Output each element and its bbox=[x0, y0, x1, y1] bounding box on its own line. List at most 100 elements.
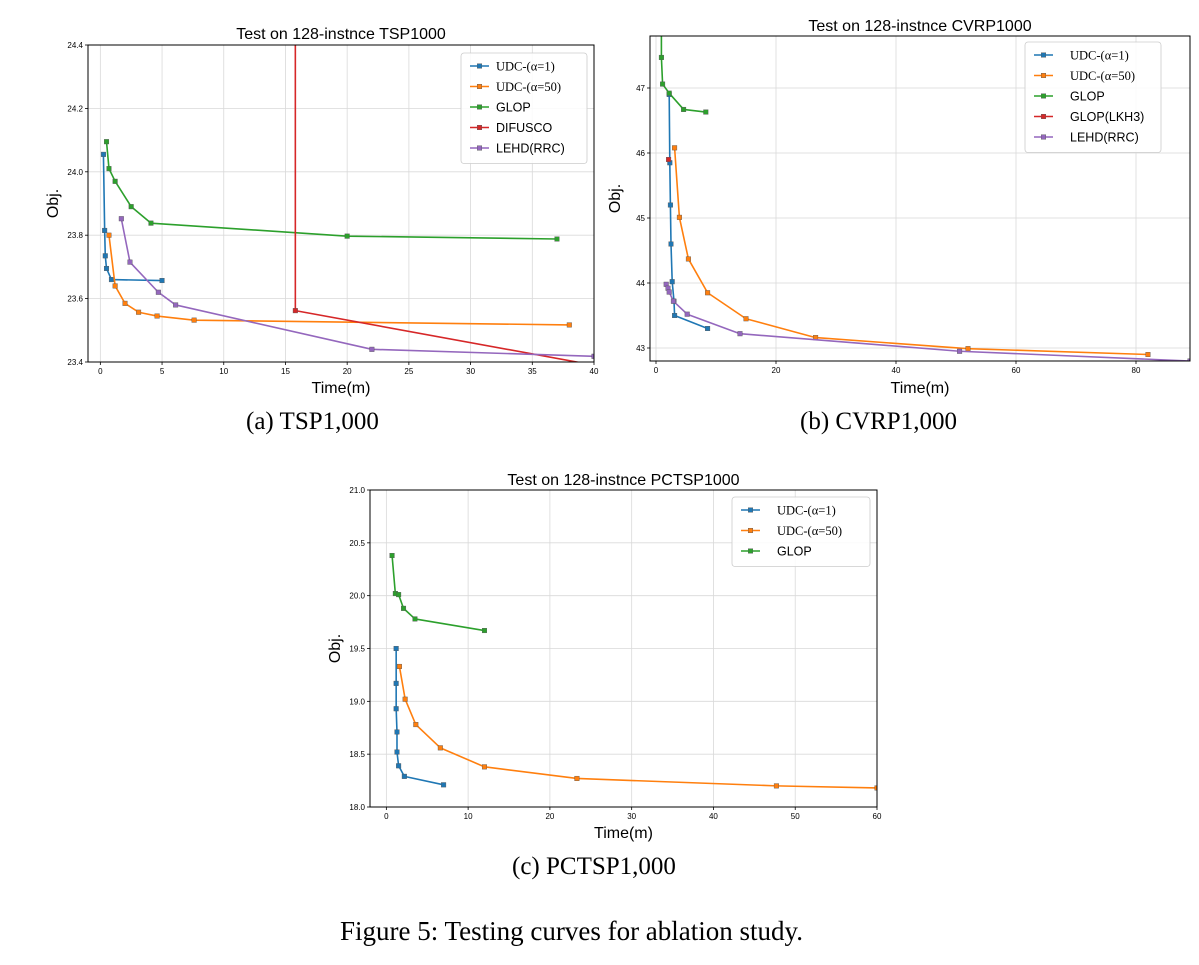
y-tick-label: 45 bbox=[636, 214, 645, 223]
data-point-tsp-2 bbox=[112, 178, 118, 184]
data-point-tsp-2 bbox=[148, 220, 154, 226]
legend-marker bbox=[1041, 134, 1047, 140]
legend-marker bbox=[477, 124, 483, 130]
data-point-cvrp-1 bbox=[685, 256, 691, 262]
data-point-pctsp-1 bbox=[413, 722, 419, 728]
data-point-cvrp-1 bbox=[1145, 352, 1151, 358]
subcaption-pctsp: (c) PCTSP1,000 bbox=[512, 853, 676, 880]
legend-box bbox=[731, 496, 871, 567]
data-point-tsp-0 bbox=[100, 151, 106, 157]
data-point-tsp-2 bbox=[128, 204, 134, 210]
data-point-pctsp-0 bbox=[393, 706, 399, 712]
data-point-tsp-1 bbox=[106, 232, 112, 238]
x-tick-label: 20 bbox=[545, 812, 554, 821]
data-point-cvrp-1 bbox=[743, 316, 749, 322]
series-line-tsp-4 bbox=[120, 218, 594, 358]
y-tick-label: 46 bbox=[636, 149, 645, 158]
data-point-tsp-1 bbox=[112, 283, 118, 289]
chart-title-pctsp: Test on 128-instnce PCTSP1000 bbox=[507, 472, 739, 489]
x-tick-label: 40 bbox=[892, 366, 901, 375]
legend-marker bbox=[1041, 93, 1047, 99]
grid-cvrp bbox=[650, 36, 1190, 361]
legend-label: LEHD(RRC) bbox=[496, 141, 565, 155]
legend-label: GLOP bbox=[777, 544, 812, 558]
plot-frame-tsp bbox=[87, 44, 595, 363]
figure-caption: Figure 5: Testing curves for ablation st… bbox=[340, 916, 804, 946]
data-point-cvrp-0 bbox=[667, 202, 673, 208]
legend-marker bbox=[1041, 72, 1047, 78]
data-point-pctsp-0 bbox=[441, 782, 447, 788]
legend-label: DIFUSCO bbox=[496, 121, 553, 135]
data-point-pctsp-2 bbox=[396, 592, 402, 598]
data-point-pctsp-2 bbox=[401, 605, 407, 611]
x-tick-label: 60 bbox=[873, 812, 882, 821]
y-axis-label-pctsp: Obj. bbox=[327, 634, 344, 663]
chart-panel-pctsp: 0 10 20 30 40 50 60 18.0 18.5 19.0 19.5 20.0 20.5 21.… bbox=[320, 460, 900, 860]
plot-frame-cvrp bbox=[649, 35, 1191, 362]
x-tick-label: 80 bbox=[1132, 366, 1141, 375]
data-point-cvrp-1 bbox=[676, 214, 682, 220]
x-tick-label: 20 bbox=[772, 366, 781, 375]
data-point-cvrp-0 bbox=[669, 279, 675, 285]
series-line-cvrp-1 bbox=[673, 147, 1149, 356]
data-point-pctsp-0 bbox=[394, 729, 400, 735]
data-point-tsp-0 bbox=[159, 278, 165, 284]
data-point-cvrp-4 bbox=[737, 331, 743, 337]
data-point-cvrp-0 bbox=[668, 241, 674, 247]
x-tick-label: 0 bbox=[98, 367, 103, 376]
legend-marker bbox=[748, 527, 754, 533]
y-tick-label: 18.5 bbox=[349, 750, 365, 759]
data-point-pctsp-0 bbox=[394, 749, 400, 755]
data-point-cvrp-4 bbox=[1187, 358, 1190, 361]
data-point-tsp-1 bbox=[566, 322, 572, 328]
legend-label: GLOP bbox=[496, 100, 531, 114]
x-tick-label: 50 bbox=[791, 812, 800, 821]
x-tick-label: 10 bbox=[219, 367, 228, 376]
data-point-tsp-2 bbox=[106, 166, 112, 172]
data-point-pctsp-1 bbox=[481, 764, 487, 770]
legend-marker bbox=[748, 548, 754, 554]
legend-label: UDC-(α=50) bbox=[777, 524, 842, 538]
chart-panel-tsp: 0 5 10 15 20 25 30 35 40 23.4 23.6 23.8 24.0 24.2 24.4… bbox=[0, 0, 600, 445]
x-tick-label: 40 bbox=[709, 812, 718, 821]
data-point-tsp-1 bbox=[136, 309, 142, 315]
data-point-cvrp-2 bbox=[659, 27, 664, 32]
subcaption-tsp: (a) TSP1,000 bbox=[246, 408, 379, 435]
data-point-tsp-0 bbox=[102, 227, 108, 233]
data-point-cvrp-4 bbox=[957, 348, 963, 354]
x-tick-label: 30 bbox=[627, 812, 636, 821]
y-tick-label: 24.0 bbox=[67, 168, 83, 177]
data-point-cvrp-2 bbox=[703, 109, 709, 115]
legend-label: UDC-(α=1) bbox=[1070, 48, 1129, 62]
chart-tsp: 0 5 10 15 20 25 30 35 40 23.4 23.6 23.8 24.0 24.2 24.4… bbox=[45, 26, 599, 397]
series-line-pctsp-1 bbox=[398, 666, 877, 789]
legend-cvrp: UDC-(α=1) UDC-(α=50) GLOP GLOP(LKH3) LEHD(RR… bbox=[1024, 41, 1162, 153]
x-tick-label: 40 bbox=[590, 367, 599, 376]
legend-label: LEHD(RRC) bbox=[1070, 130, 1139, 144]
data-point-tsp-0 bbox=[104, 265, 110, 271]
data-point-tsp-1 bbox=[154, 313, 160, 319]
y-tick-label: 44 bbox=[636, 279, 645, 288]
data-point-pctsp-1 bbox=[402, 696, 408, 702]
legend-marker bbox=[748, 507, 754, 513]
data-point-pctsp-2 bbox=[481, 628, 487, 634]
data-point-cvrp-0 bbox=[705, 326, 711, 332]
y-tick-label: 47 bbox=[636, 84, 645, 93]
y-tick-label: 20.0 bbox=[349, 592, 365, 601]
data-point-cvrp-1 bbox=[672, 145, 678, 151]
y-tick-label: 19.5 bbox=[349, 645, 365, 654]
legend-pctsp: UDC-(α=1) UDC-(α=50) GLOP bbox=[731, 496, 871, 567]
data-point-cvrp-2 bbox=[660, 81, 666, 87]
data-point-pctsp-2 bbox=[412, 616, 418, 622]
y-tick-label: 24.2 bbox=[67, 104, 83, 113]
data-point-tsp-0 bbox=[102, 253, 108, 259]
legend-label: GLOP bbox=[1070, 89, 1105, 103]
y-tick-label: 23.6 bbox=[67, 295, 83, 304]
legend-marker bbox=[477, 104, 483, 110]
legend-box bbox=[460, 52, 588, 164]
data-point-pctsp-1 bbox=[437, 745, 443, 751]
legend-marker bbox=[477, 83, 483, 89]
data-point-tsp-4 bbox=[118, 216, 124, 222]
chart-pctsp: 0 10 20 30 40 50 60 18.0 18.5 19.0 19.5 20.0 20.5 21.… bbox=[327, 472, 882, 842]
data-point-tsp-0 bbox=[108, 277, 114, 283]
